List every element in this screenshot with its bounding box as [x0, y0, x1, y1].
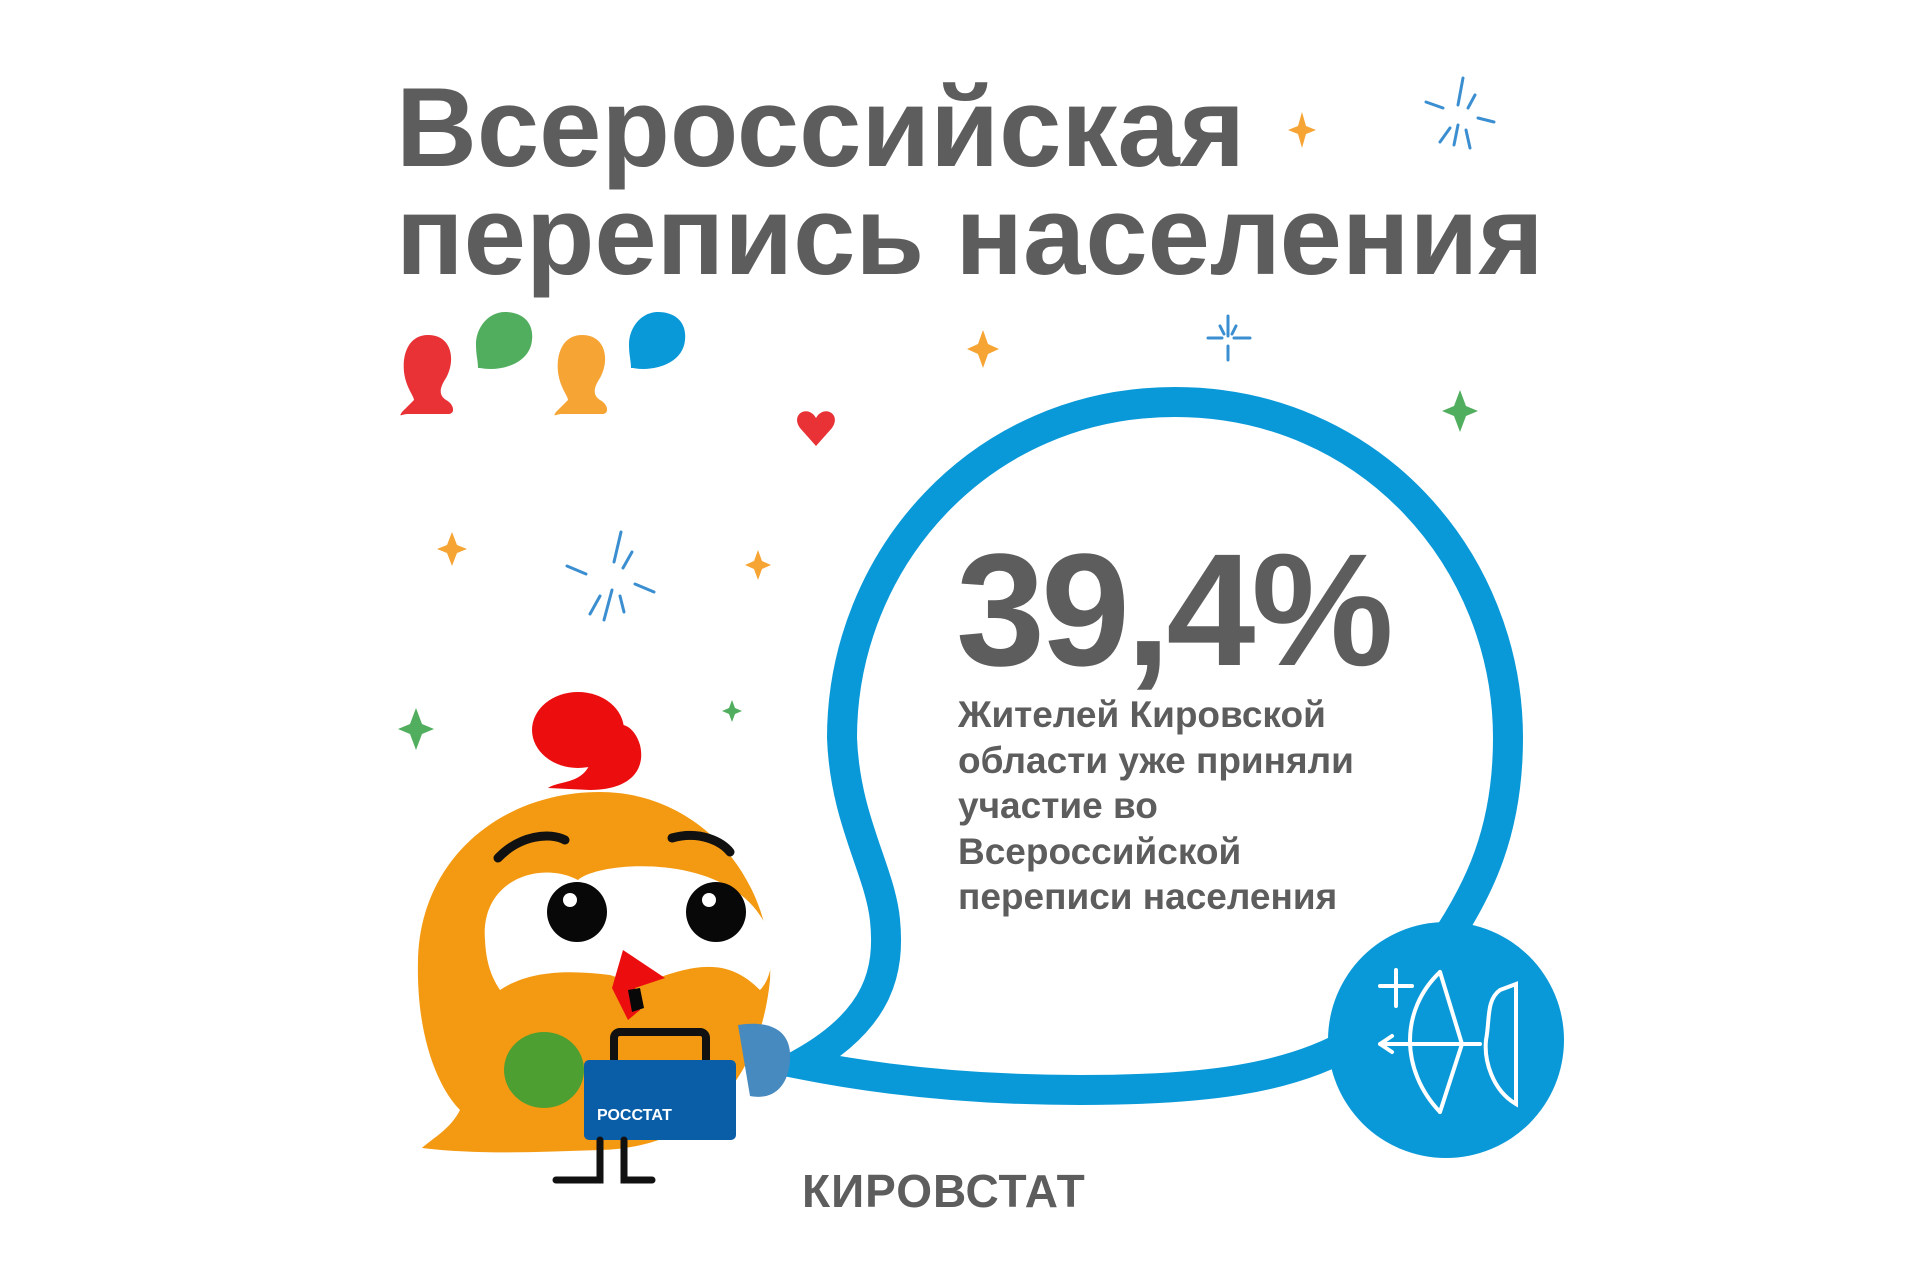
description-line: Всероссийской [958, 830, 1242, 872]
speech-bubble [756, 386, 1524, 1106]
description-line: переписи населения [958, 876, 1338, 917]
title-line-2: перепись населения [396, 173, 1544, 298]
heart-icon [797, 411, 835, 446]
participation-percent: 39,4% [956, 520, 1394, 699]
census-logo-icon [400, 312, 686, 416]
description-line: области уже приняли [958, 739, 1354, 781]
mascot-chick [417, 692, 791, 1184]
participation-description: Жителей Кировской области уже приняли уч… [958, 692, 1354, 920]
sparkle-decorations [398, 76, 1496, 750]
title-line-1: Всероссийская [396, 65, 1246, 190]
organization-name: КИРОВСТАТ [802, 1165, 1086, 1217]
briefcase-label: РОССТАТ [597, 1107, 672, 1124]
description-line: Жителей Кировской [958, 694, 1326, 735]
description-line: участие во [958, 785, 1158, 826]
kirov-coat-of-arms-icon [1328, 922, 1564, 1158]
